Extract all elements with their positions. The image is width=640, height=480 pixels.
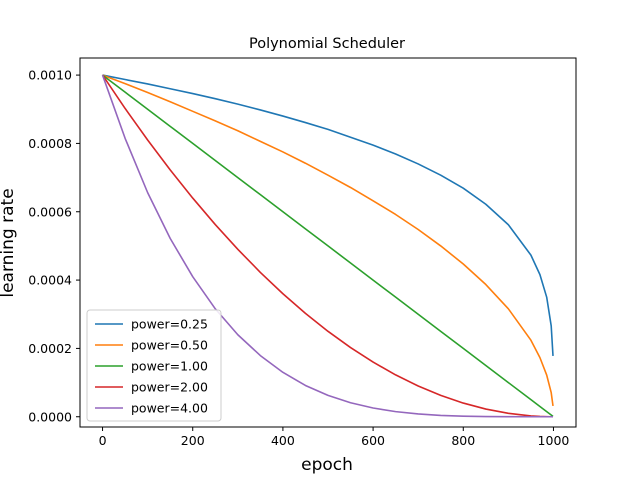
x-tick-label: 400 xyxy=(271,433,295,448)
y-tick-label: 0.0004 xyxy=(28,273,72,288)
y-axis: 0.0000 0.0002 0.0004 0.0006 0.0008 0.0010 xyxy=(28,68,80,424)
x-tick-label: 200 xyxy=(181,433,205,448)
legend-label: power=1.00 xyxy=(131,359,208,374)
legend-label: power=0.50 xyxy=(131,338,208,353)
plot-lines xyxy=(101,74,554,418)
legend-frame xyxy=(86,309,222,422)
x-tick-label: 800 xyxy=(451,433,475,448)
x-tick-label: 600 xyxy=(361,433,385,448)
legend-label: power=0.25 xyxy=(131,317,208,332)
plot-frame xyxy=(79,57,577,428)
y-tick-label: 0.0006 xyxy=(28,204,72,219)
chart-title: Polynomial Scheduler xyxy=(249,36,405,52)
x-axis-label: epoch xyxy=(301,455,353,475)
x-tick-label: 1000 xyxy=(538,433,570,448)
y-axis-label: learning rate xyxy=(0,188,18,297)
series-line-2 xyxy=(102,74,554,407)
y-tick-label: 0.0000 xyxy=(28,409,72,424)
series-line-5 xyxy=(101,74,553,418)
series-line-1 xyxy=(102,74,554,356)
x-axis: 0 200 400 600 800 1000 xyxy=(99,427,570,448)
legend-label: power=4.00 xyxy=(131,401,208,416)
x-tick-label: 0 xyxy=(99,433,107,448)
y-tick-label: 0.0008 xyxy=(28,136,72,151)
series-line-3 xyxy=(102,74,554,418)
legend: power=0.25 power=0.50 power=1.00 power=2.00… xyxy=(86,309,222,422)
legend-label: power=2.00 xyxy=(131,380,208,395)
y-tick-label: 0.0010 xyxy=(28,68,72,83)
y-tick-label: 0.0002 xyxy=(28,341,72,356)
